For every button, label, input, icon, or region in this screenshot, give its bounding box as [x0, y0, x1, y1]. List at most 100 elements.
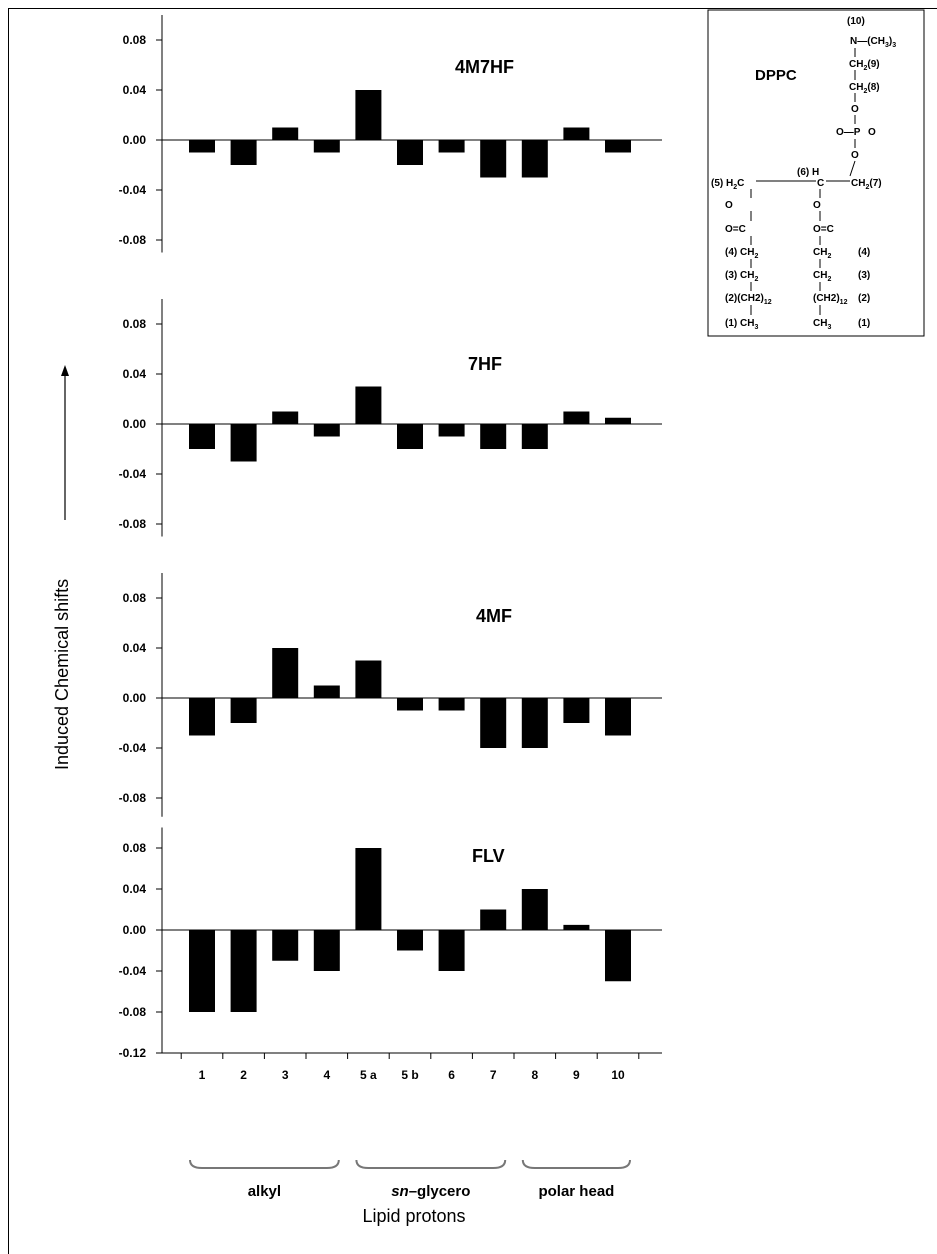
x-tick-label: 2 — [240, 1068, 247, 1082]
chain-atom: (2)(CH2)12 — [725, 293, 772, 306]
y-tick-label: -0.08 — [119, 1005, 147, 1019]
bar — [397, 140, 423, 165]
bar — [605, 698, 631, 736]
bar — [355, 90, 382, 140]
choline-group: N—(CH3)3 — [850, 36, 896, 49]
bar — [313, 140, 340, 153]
brace-line — [521, 1159, 631, 1169]
bar — [272, 648, 299, 698]
bar — [272, 930, 299, 961]
x-tick-label: 8 — [531, 1068, 538, 1082]
panel-title: 4MF — [476, 606, 512, 626]
bar — [230, 140, 257, 165]
chain-atom: O — [725, 200, 733, 211]
bar — [397, 698, 423, 711]
x-axis-label: Lipid protons — [362, 1206, 465, 1226]
chain-label: (3) — [858, 270, 870, 281]
figure-frame — [8, 8, 937, 1254]
panel-2: 0.08 0.04 0.00 -0.04 -0.08 7HF — [119, 299, 662, 537]
bar — [313, 685, 340, 698]
dppc-structure: DPPC (10) N—(CH3)3 CH2(9) CH2(8) O O—P O… — [707, 9, 925, 337]
brace-line — [355, 1159, 507, 1169]
chain-atom: O — [813, 200, 821, 211]
x-tick-label: 3 — [282, 1068, 289, 1082]
oxygen-2: O — [851, 150, 859, 161]
bar — [438, 698, 465, 711]
chain-atom: CH2 — [813, 270, 831, 283]
bar — [563, 924, 590, 930]
y-tick-label: 0.04 — [123, 882, 147, 896]
backbone-mid-c: C — [817, 178, 824, 189]
chain-label: (4) — [858, 247, 870, 258]
bar — [438, 140, 465, 153]
panel-title: 4M7HF — [455, 57, 514, 77]
bar — [605, 930, 631, 982]
panel-3: 0.08 0.04 0.00 -0.04 -0.08 4MF — [119, 573, 662, 817]
group-label: sn–glycero — [391, 1183, 470, 1200]
y-tick-label: -0.08 — [119, 791, 147, 805]
y-tick-label: 0.04 — [123, 367, 147, 381]
bar — [397, 424, 423, 449]
y-tick-label: -0.04 — [119, 964, 147, 978]
panel-4: 0.08 0.04 0.00 -0.04 -0.08 -0.12 FLV 1 2 3 4 5 a 5 b… — [119, 827, 662, 1082]
bar — [230, 698, 257, 723]
bar — [605, 417, 631, 424]
bar — [397, 930, 423, 951]
bar — [563, 127, 590, 140]
chain-atom: (CH2)12 — [813, 293, 848, 306]
oxygen-1: O — [851, 104, 859, 115]
y-tick-label: 0.00 — [123, 417, 147, 431]
chain-label: (2) — [858, 293, 870, 304]
bar — [189, 930, 215, 1012]
x-tick-label: 5 b — [401, 1068, 418, 1082]
backbone-right: CH2(7) — [851, 178, 882, 191]
group-label: polar head — [538, 1183, 614, 1200]
bar — [355, 386, 382, 424]
brace-line — [189, 1159, 340, 1169]
chain-atom: CH2 — [813, 247, 831, 260]
structure-title: DPPC — [755, 67, 797, 84]
y-tick-label: 0.04 — [123, 83, 147, 97]
bar — [521, 698, 548, 748]
y-tick-label: 0.00 — [123, 923, 147, 937]
chain-atom: O=C — [813, 224, 834, 235]
bar — [480, 140, 507, 178]
x-tick-label: 10 — [611, 1068, 625, 1082]
bar — [563, 411, 590, 424]
y-axis-arrow-head — [61, 365, 69, 376]
structure-box — [707, 9, 925, 337]
y-tick-label: 0.08 — [123, 591, 147, 605]
chain-atom: (1) CH3 — [725, 318, 758, 331]
group-brace: sn–glycero — [355, 1159, 507, 1200]
y-tick-label: 0.08 — [123, 317, 147, 331]
bar — [480, 909, 507, 930]
panel-title: FLV — [472, 846, 505, 866]
chain-atom: CH3 — [813, 318, 831, 331]
phosphate-oxygen: O — [868, 127, 876, 138]
x-tick-label: 1 — [199, 1068, 206, 1082]
y-tick-label: -0.04 — [119, 741, 147, 755]
bar — [521, 424, 548, 449]
chain-atom: O=C — [725, 224, 746, 235]
group-brace: polar head — [521, 1159, 631, 1200]
y-tick-label: 0.00 — [123, 133, 147, 147]
y-tick-label: 0.04 — [123, 641, 147, 655]
bar-panels: 0.08 0.04 0.00 -0.04 -0.08 4M7HF 0.08 0.04 0.00 -… — [119, 15, 662, 1082]
acyl-chain-right: O O=C CH2 (4) CH2 (3) (CH2)12 (2) CH3 (1) — [813, 189, 870, 331]
bar — [480, 698, 507, 748]
bar — [480, 424, 507, 449]
bar — [563, 698, 590, 723]
bar — [313, 930, 340, 971]
bar — [313, 424, 340, 437]
y-tick-label: -0.04 — [119, 467, 147, 481]
group-braces: alkyl sn–glycero polar head — [189, 1159, 631, 1200]
backbone-left: (5) H2C — [711, 178, 744, 191]
group-label: alkyl — [248, 1183, 281, 1200]
x-tick-label: 7 — [490, 1068, 497, 1082]
y-tick-label: 0.08 — [123, 33, 147, 47]
bar — [521, 140, 548, 178]
acyl-chain-left: O O=C (4) CH2 (3) CH2 (2)(CH2)12 (1) CH3 — [725, 189, 772, 331]
chain-atom: (4) CH2 — [725, 247, 758, 260]
ch2-9: CH2(9) — [849, 59, 880, 72]
